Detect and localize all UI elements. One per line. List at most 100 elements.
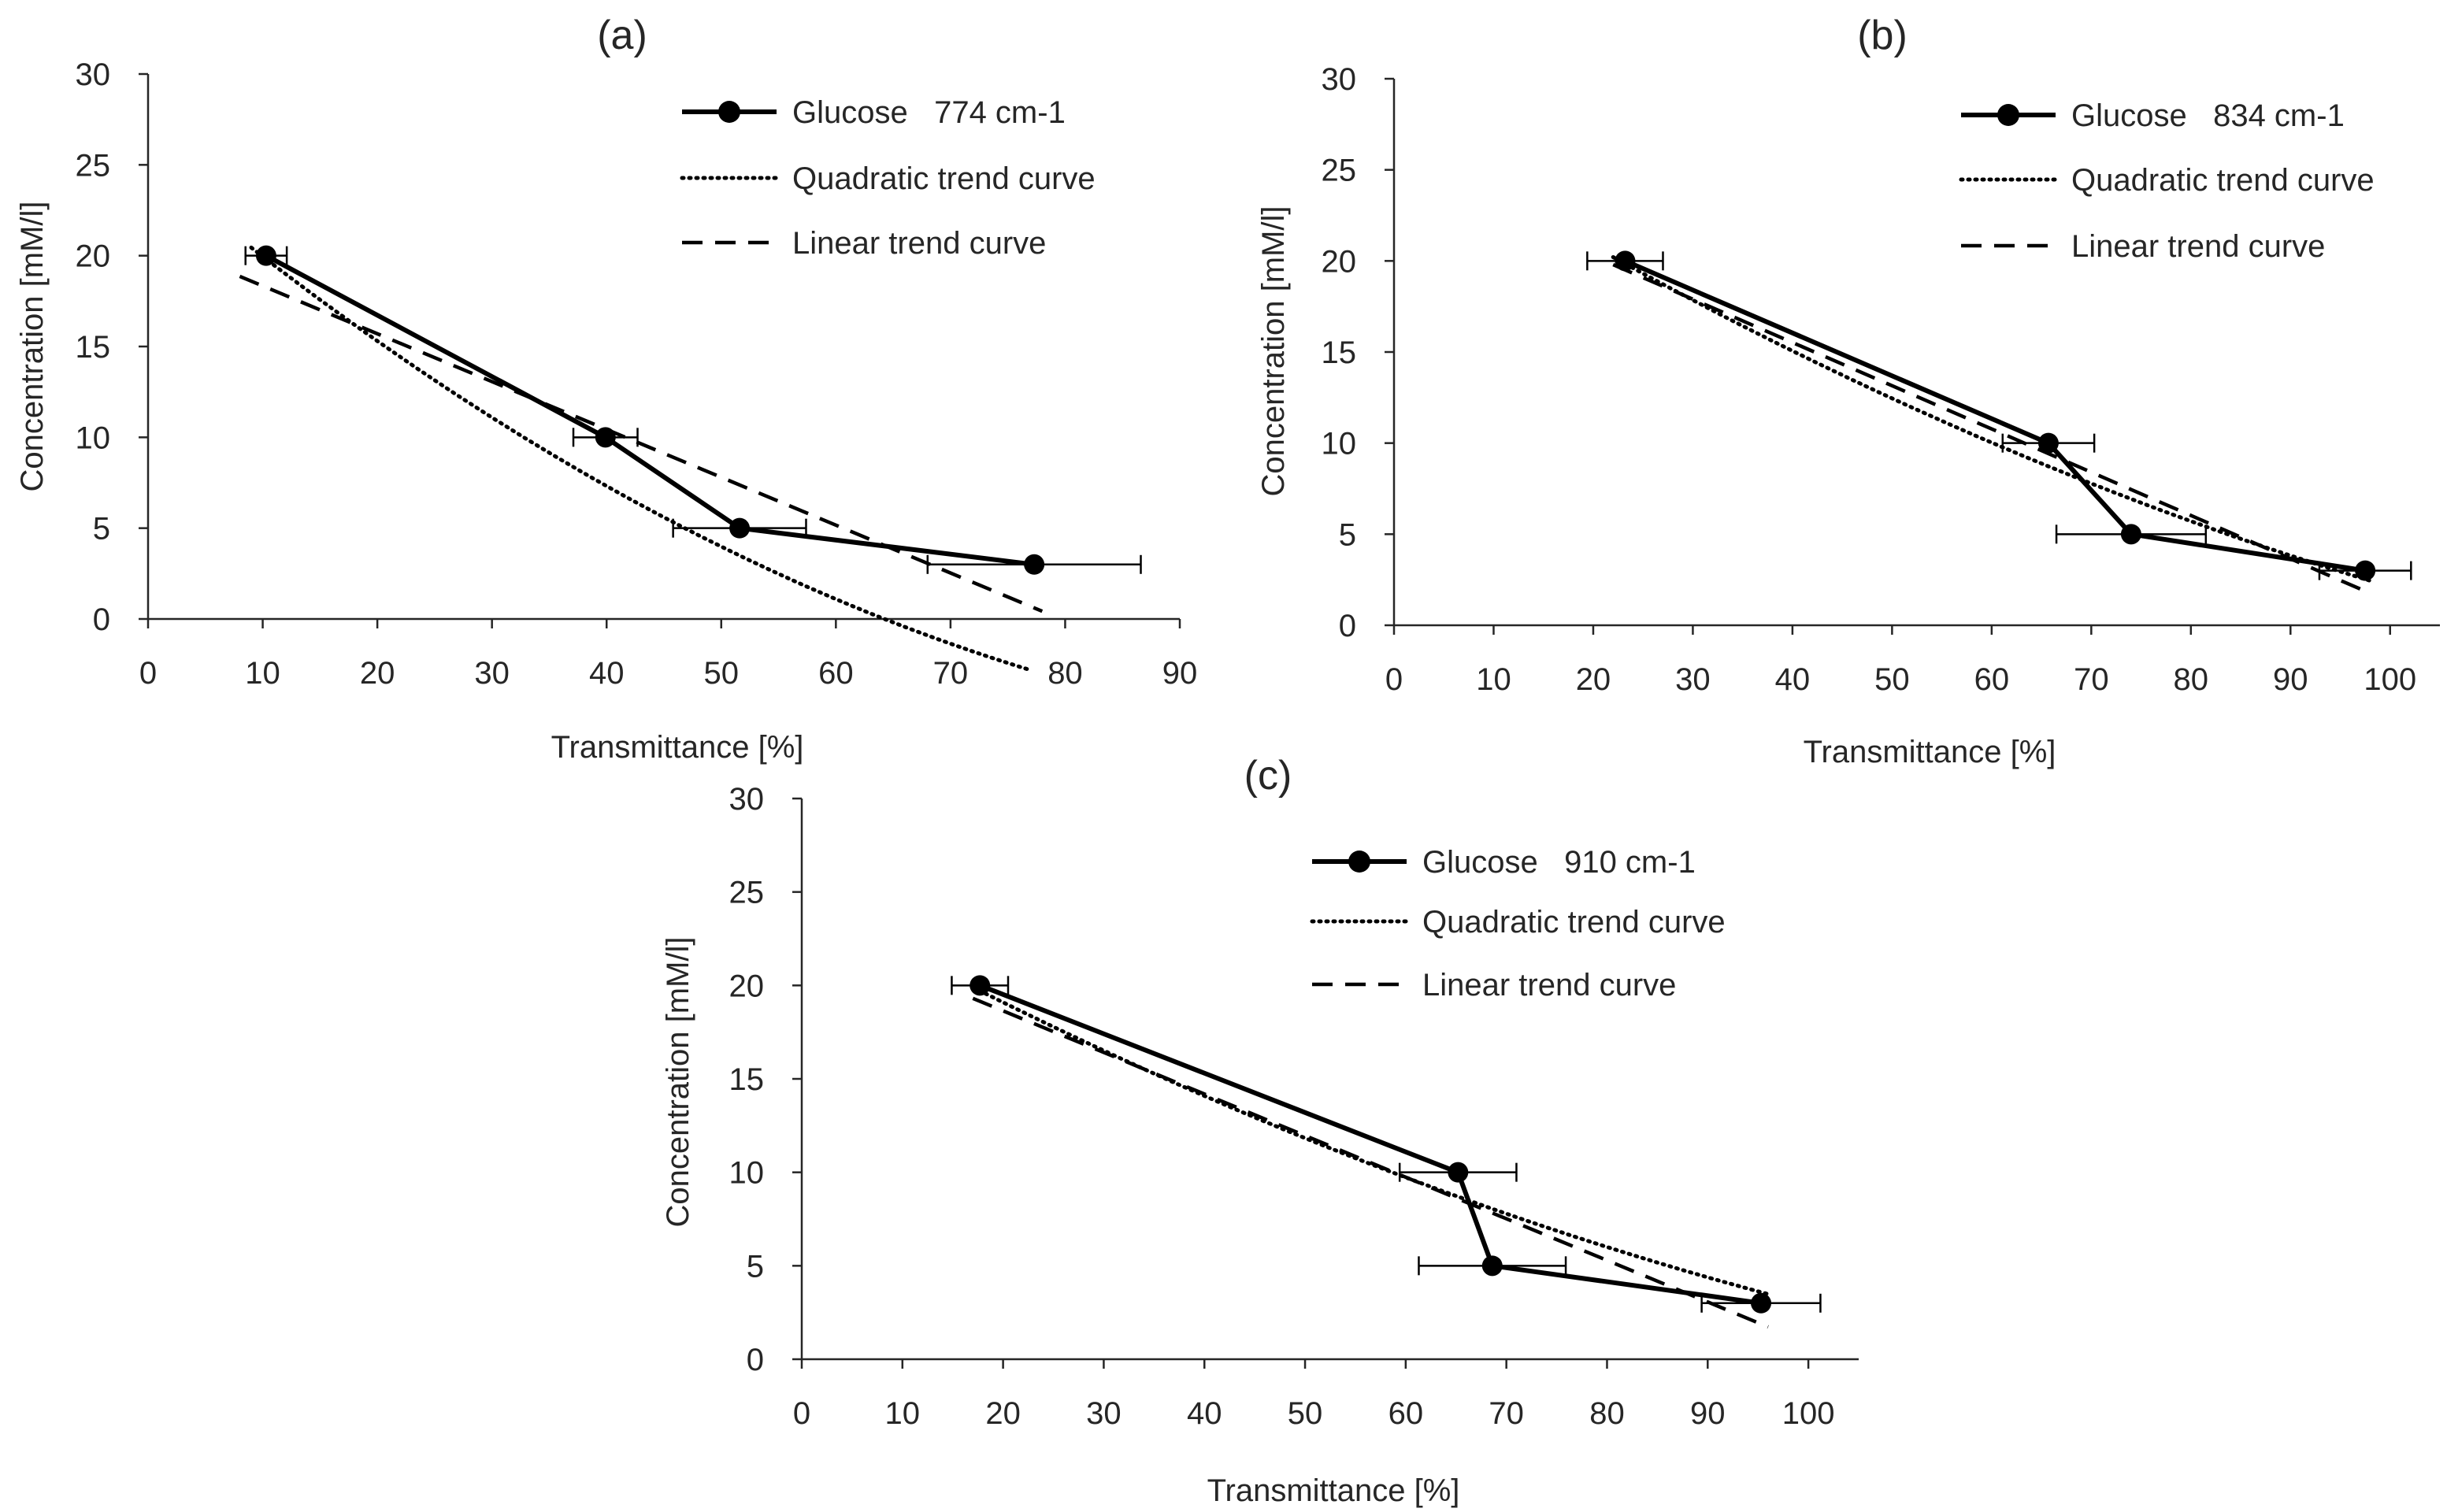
y-tick-label: 30 xyxy=(76,57,111,92)
data-point xyxy=(970,975,991,996)
data-point xyxy=(2037,432,2059,454)
chart-legend: Glucose 774 cm-1 Quadratic trend curve L… xyxy=(680,95,1096,261)
y-tick-label: 0 xyxy=(747,1343,764,1377)
data-point xyxy=(2120,524,2141,545)
x-axis: 0 10 20 30 40 50 60 70 80 90 xyxy=(139,617,1198,691)
linear-trend-layer xyxy=(972,996,1769,1329)
quadratic-trend-layer xyxy=(249,245,1033,673)
x-tick-label: 50 xyxy=(1288,1396,1323,1431)
linear-trend-line xyxy=(1612,262,2371,595)
y-tick-label: 15 xyxy=(729,1062,765,1097)
y-tick-label: 15 xyxy=(76,330,111,365)
x-tick-label: 0 xyxy=(793,1396,810,1431)
data-point xyxy=(1751,1292,1772,1314)
panel-title: (c) xyxy=(1244,753,1292,799)
x-axis: 0 10 20 30 40 50 60 70 80 90 100 xyxy=(1385,624,2440,697)
x-tick-label: 10 xyxy=(885,1396,921,1431)
data-point xyxy=(595,427,616,448)
x-tick-label: 30 xyxy=(1675,662,1711,697)
legend-label-linear: Linear trend curve xyxy=(792,226,1046,261)
x-tick-label: 60 xyxy=(818,656,854,691)
chart-panel-a: (a) 0 5 10 15 20 25 30 0 10 20 30 40 50 60 70 80 90 Tra… xyxy=(0,0,1229,765)
data-point xyxy=(1481,1255,1503,1277)
series-line xyxy=(979,983,1762,1306)
x-tick-label: 60 xyxy=(1974,662,2010,697)
y-tick-label: 20 xyxy=(76,239,111,274)
x-axis-label: Transmittance [%] xyxy=(1207,1473,1460,1508)
series-line xyxy=(1624,258,2366,573)
x-tick-label: 80 xyxy=(2174,662,2209,697)
y-tick-label: 30 xyxy=(1322,62,1357,97)
x-tick-label: 40 xyxy=(589,656,625,691)
x-tick-label: 50 xyxy=(1874,662,1910,697)
x-tick-label: 50 xyxy=(704,656,740,691)
data-point xyxy=(1615,250,1636,272)
legend-label-linear: Linear trend curve xyxy=(1422,968,1676,1002)
legend-label-data: Glucose 910 cm-1 xyxy=(1422,845,1696,880)
chart-legend: Glucose 910 cm-1 Quadratic trend curve L… xyxy=(1310,845,1726,1002)
y-tick-label: 0 xyxy=(1339,609,1356,643)
panel-title: (b) xyxy=(1857,13,1908,58)
data-point xyxy=(255,245,276,266)
quadratic-trend-line xyxy=(1611,255,2372,583)
x-axis-label: Transmittance [%] xyxy=(551,730,804,765)
error-bars xyxy=(244,246,1142,574)
data-series-layer xyxy=(970,975,1772,1314)
y-tick-label: 20 xyxy=(1322,244,1357,279)
series-line xyxy=(265,254,1035,567)
y-tick-label: 20 xyxy=(729,969,765,1003)
y-tick-label: 10 xyxy=(729,1156,765,1191)
x-tick-label: 20 xyxy=(360,656,395,691)
linear-trend-layer xyxy=(1612,262,2371,595)
x-axis: 0 10 20 30 40 50 60 70 80 90 100 xyxy=(793,1358,1859,1431)
chart-legend: Glucose 834 cm-1 Quadratic trend curve L… xyxy=(1959,98,2375,264)
x-tick-label: 20 xyxy=(985,1396,1021,1431)
legend-marker-data xyxy=(718,101,740,123)
y-tick-label: 15 xyxy=(1322,335,1357,370)
x-tick-label: 10 xyxy=(1476,662,1511,697)
data-point xyxy=(1448,1162,1469,1183)
chart-panel-c: (c) 0 5 10 15 20 25 30 0 10 20 30 40 50 60 70 80 90 100 … xyxy=(646,740,1874,1512)
x-tick-label: 80 xyxy=(1047,656,1083,691)
linear-trend-line xyxy=(239,274,1044,613)
x-tick-label: 80 xyxy=(1589,1396,1624,1431)
x-tick-label: 90 xyxy=(1162,656,1198,691)
y-tick-label: 25 xyxy=(76,148,111,183)
x-tick-label: 30 xyxy=(474,656,510,691)
x-tick-label: 10 xyxy=(245,656,280,691)
chart-panel-b: (b) 0 5 10 15 20 25 30 0 10 20 30 40 50 60 70 80 90 100 … xyxy=(1229,0,2447,769)
x-tick-label: 70 xyxy=(933,656,969,691)
x-tick-label: 70 xyxy=(2074,662,2109,697)
quadratic-trend-layer xyxy=(970,985,1770,1296)
y-axis-label: Concentration [mM/l] xyxy=(15,201,50,491)
y-tick-label: 0 xyxy=(93,602,110,637)
x-axis-label: Transmittance [%] xyxy=(1804,735,2056,769)
y-axis-label: Concentration [mM/l] xyxy=(1256,206,1291,496)
x-tick-label: 90 xyxy=(2273,662,2308,697)
legend-label-quadratic: Quadratic trend curve xyxy=(1422,905,1726,939)
error-bars xyxy=(1586,251,2412,580)
y-axis-label: Concentration [mM/l] xyxy=(661,936,695,1227)
quadratic-trend-layer xyxy=(1611,255,2372,583)
linear-trend-layer xyxy=(239,274,1044,613)
x-tick-label: 100 xyxy=(1782,1396,1835,1431)
y-tick-label: 30 xyxy=(729,782,765,817)
x-tick-label: 30 xyxy=(1086,1396,1122,1431)
y-axis: 0 5 10 15 20 25 30 xyxy=(729,782,803,1377)
data-series-layer xyxy=(255,245,1045,575)
data-point xyxy=(729,517,751,539)
x-tick-label: 40 xyxy=(1187,1396,1222,1431)
y-tick-label: 10 xyxy=(76,421,111,455)
y-tick-label: 10 xyxy=(1322,427,1357,461)
chart-a-svg: (a) 0 5 10 15 20 25 30 0 10 20 30 40 50 60 70 80 90 Tra… xyxy=(15,13,1198,765)
y-tick-label: 5 xyxy=(747,1249,764,1284)
x-tick-label: 0 xyxy=(1385,662,1403,697)
data-point xyxy=(2355,560,2376,581)
y-tick-label: 5 xyxy=(93,512,110,547)
legend-marker-data xyxy=(1348,850,1370,873)
legend-label-linear: Linear trend curve xyxy=(2071,229,2325,264)
linear-trend-line xyxy=(972,996,1769,1329)
y-axis: 0 5 10 15 20 25 30 xyxy=(1322,62,1396,643)
y-axis: 0 5 10 15 20 25 30 xyxy=(76,57,150,637)
